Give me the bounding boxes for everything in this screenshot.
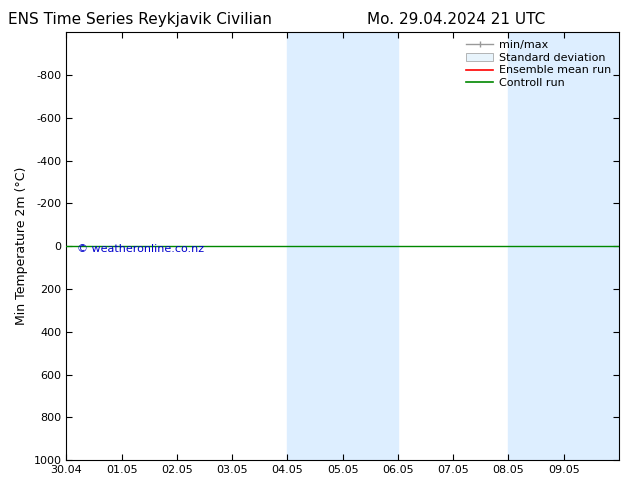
Bar <box>564 32 619 460</box>
Legend: min/max, Standard deviation, Ensemble mean run, Controll run: min/max, Standard deviation, Ensemble me… <box>463 38 614 91</box>
Text: ENS Time Series Reykjavik Civilian: ENS Time Series Reykjavik Civilian <box>8 12 271 27</box>
Y-axis label: Min Temperature 2m (°C): Min Temperature 2m (°C) <box>15 167 28 325</box>
Bar <box>343 32 398 460</box>
Bar <box>508 32 564 460</box>
Text: © weatheronline.co.nz: © weatheronline.co.nz <box>77 244 205 254</box>
Bar <box>287 32 343 460</box>
Text: Mo. 29.04.2024 21 UTC: Mo. 29.04.2024 21 UTC <box>367 12 546 27</box>
